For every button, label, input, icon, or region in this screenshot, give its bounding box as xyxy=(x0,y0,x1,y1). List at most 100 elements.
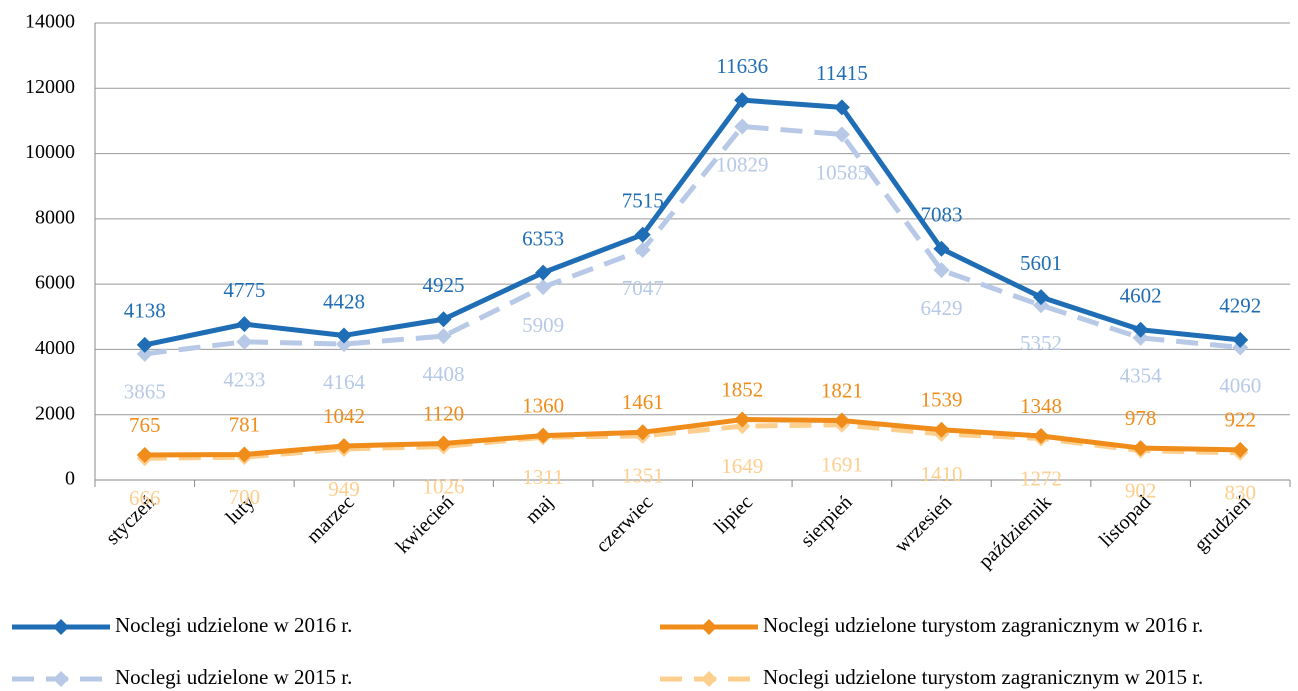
data-label: 1410 xyxy=(920,462,962,486)
data-label: 1042 xyxy=(323,404,365,428)
marker xyxy=(136,345,153,362)
data-label: 4602 xyxy=(1120,284,1162,308)
data-label: 4164 xyxy=(323,370,366,394)
marker xyxy=(335,437,352,454)
data-label: 830 xyxy=(1224,481,1256,505)
x-tick-label: sierpień xyxy=(796,491,856,551)
data-label: 11636 xyxy=(716,54,768,78)
marker xyxy=(634,241,651,258)
legend-marker xyxy=(53,671,69,687)
data-label: 1649 xyxy=(721,454,763,478)
data-label: 7047 xyxy=(622,276,664,300)
data-label: 4060 xyxy=(1219,373,1261,397)
y-tick-label: 14000 xyxy=(25,11,75,33)
data-label: 949 xyxy=(328,477,360,501)
marker xyxy=(236,446,253,463)
marker xyxy=(933,262,950,279)
marker xyxy=(734,118,751,135)
data-label: 7515 xyxy=(622,189,664,213)
marker xyxy=(634,424,651,441)
marker xyxy=(435,328,452,345)
series-line xyxy=(144,417,1241,458)
data-label: 3865 xyxy=(124,380,166,404)
marker xyxy=(833,99,850,116)
data-label: 4408 xyxy=(423,362,465,386)
marker xyxy=(1132,321,1149,338)
data-label: 6429 xyxy=(920,296,962,320)
y-tick-label: 12000 xyxy=(25,76,75,98)
x-tick-label: październik xyxy=(974,491,1056,573)
marker xyxy=(236,333,253,350)
x-tick-label: maj xyxy=(521,491,558,528)
y-tick-label: 0 xyxy=(65,468,75,490)
data-label: 1026 xyxy=(423,474,465,498)
marker xyxy=(136,447,153,464)
legend-marker xyxy=(701,671,717,687)
legend-marker xyxy=(701,619,717,635)
marker xyxy=(236,316,253,333)
marker xyxy=(634,226,651,243)
data-label: 1272 xyxy=(1020,466,1062,490)
data-label: 1461 xyxy=(622,390,664,414)
data-label: 1691 xyxy=(821,453,863,477)
marker xyxy=(335,336,352,353)
data-label: 978 xyxy=(1125,406,1157,430)
series-line xyxy=(144,124,1241,357)
marker xyxy=(833,412,850,429)
y-tick-label: 8000 xyxy=(35,206,75,228)
data-label: 1539 xyxy=(920,388,962,412)
marker xyxy=(136,336,153,353)
marker xyxy=(335,327,352,344)
data-label: 4775 xyxy=(223,278,265,302)
y-tick-label: 2000 xyxy=(35,402,75,424)
data-label: 4925 xyxy=(423,273,465,297)
series-line xyxy=(144,97,1241,348)
marker xyxy=(1232,331,1249,348)
data-label: 4292 xyxy=(1219,294,1261,318)
data-label: 4428 xyxy=(323,289,365,313)
data-label: 1360 xyxy=(522,393,564,417)
legend-label: Noclegi udzielone w 2016 r. xyxy=(115,613,352,637)
x-tick-label: lipiec xyxy=(710,491,757,538)
series-line xyxy=(144,422,1241,461)
legend-label: Noclegi udzielone turystom zagranicznym … xyxy=(763,613,1203,637)
data-label: 781 xyxy=(229,412,261,436)
marker xyxy=(734,411,751,428)
marker xyxy=(1033,297,1050,314)
x-tick-label: czerwiec xyxy=(592,491,658,557)
data-label: 1348 xyxy=(1020,394,1062,418)
marker xyxy=(535,427,552,444)
data-label: 922 xyxy=(1224,408,1256,432)
data-label: 4354 xyxy=(1120,364,1163,388)
data-label: 4138 xyxy=(124,299,166,323)
marker xyxy=(435,435,452,452)
marker xyxy=(933,421,950,438)
data-label: 1120 xyxy=(423,401,464,425)
data-label: 5601 xyxy=(1020,251,1062,275)
marker xyxy=(933,240,950,257)
marker xyxy=(1232,441,1249,458)
data-label: 1821 xyxy=(821,378,863,402)
marker xyxy=(535,279,552,296)
marker xyxy=(1132,440,1149,457)
data-label: 6353 xyxy=(522,226,564,250)
data-label: 10829 xyxy=(716,152,769,176)
data-label: 902 xyxy=(1125,478,1157,502)
data-label: 5352 xyxy=(1020,331,1062,355)
legend-marker xyxy=(53,619,69,635)
legend-label: Noclegi udzielone w 2015 r. xyxy=(115,665,352,689)
y-tick-label: 6000 xyxy=(35,272,75,294)
legend-label: Noclegi udzielone turystom zagranicznym … xyxy=(763,665,1203,689)
data-label: 1852 xyxy=(721,377,763,401)
data-label: 10585 xyxy=(816,160,869,184)
marker xyxy=(734,92,751,109)
data-label: 1351 xyxy=(622,464,664,488)
marker xyxy=(1132,329,1149,346)
data-label: 5909 xyxy=(522,313,564,337)
marker xyxy=(1033,427,1050,444)
data-label: 700 xyxy=(229,485,261,509)
data-label: 666 xyxy=(129,486,161,510)
marker xyxy=(535,264,552,281)
marker xyxy=(435,311,452,328)
